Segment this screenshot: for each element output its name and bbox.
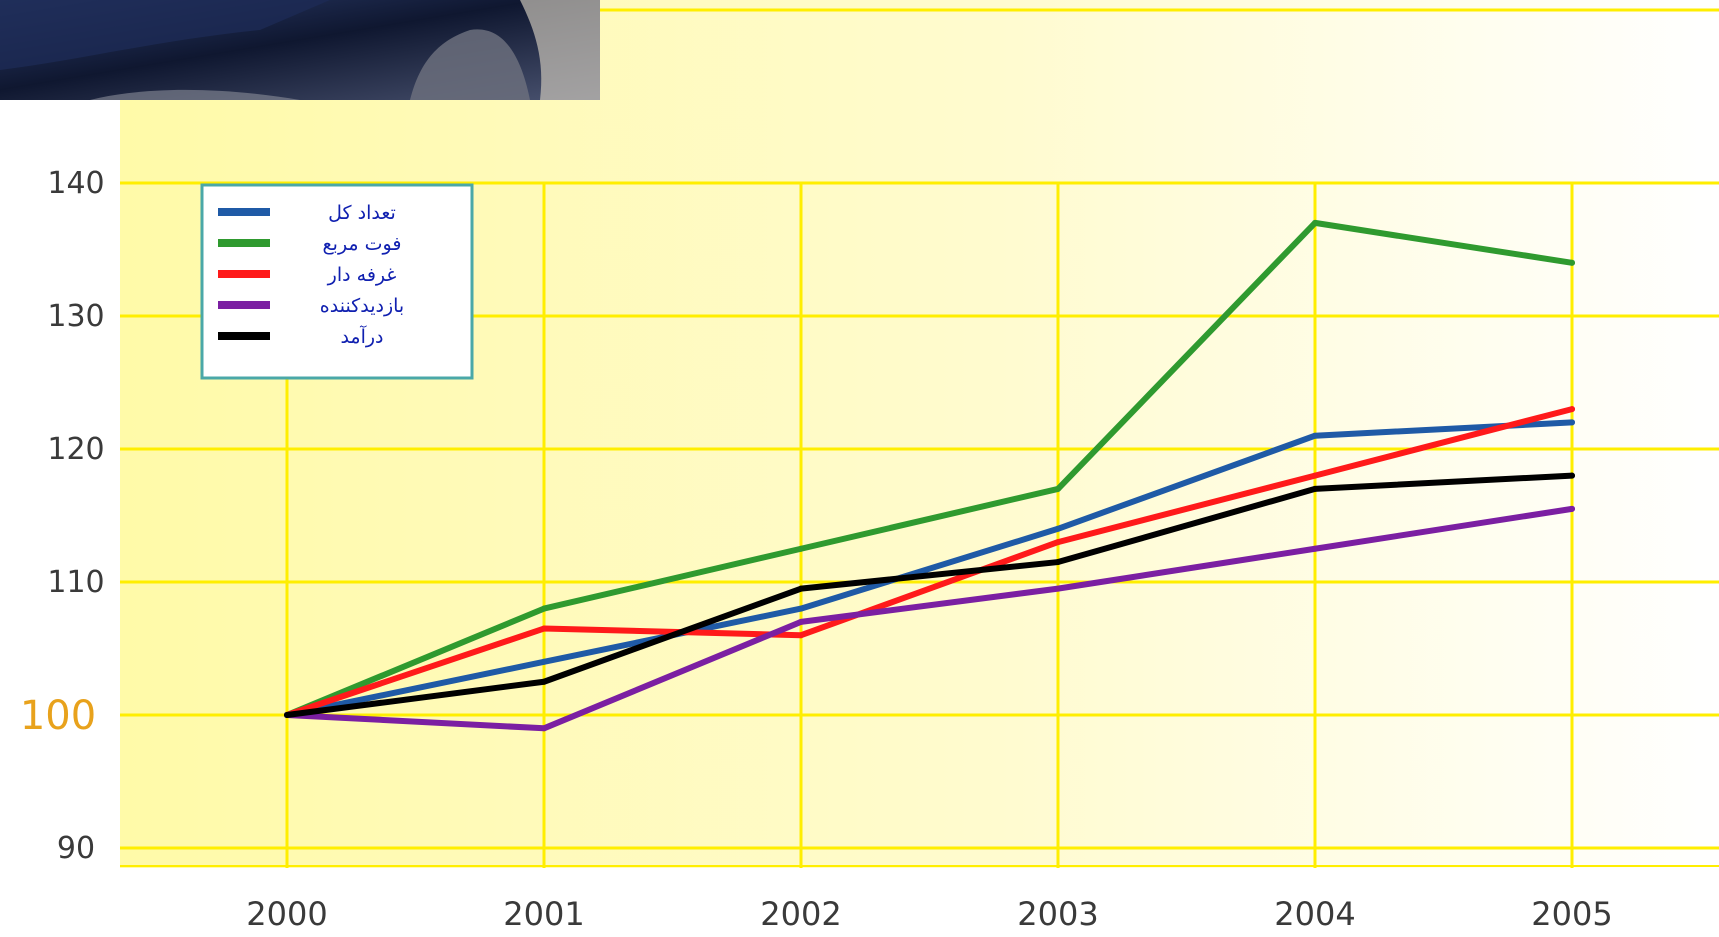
x-tick-label: 2003 bbox=[1017, 895, 1098, 933]
series-line bbox=[284, 419, 1575, 718]
data-point bbox=[798, 618, 804, 625]
plot-area bbox=[120, 0, 1719, 868]
x-tick-label: 2001 bbox=[503, 895, 584, 933]
data-point bbox=[541, 725, 547, 732]
data-point bbox=[1055, 559, 1061, 566]
y-tick-label: 140 bbox=[47, 166, 104, 201]
data-point bbox=[541, 658, 547, 665]
y-axis-ticks: 90 100 110 120 130 140 bbox=[20, 166, 105, 866]
plot-background bbox=[120, 0, 1719, 868]
data-point bbox=[798, 605, 804, 612]
x-axis-ticks: 2000 2001 2002 2003 2004 2005 bbox=[246, 895, 1612, 933]
x-tick-label: 2004 bbox=[1274, 895, 1355, 933]
x-tick-label: 2002 bbox=[760, 895, 841, 933]
data-point bbox=[1055, 485, 1061, 492]
series-line bbox=[284, 219, 1575, 718]
series-lines bbox=[284, 219, 1575, 732]
y-tick-label: 120 bbox=[47, 432, 104, 467]
legend: تعداد کل فوت مربع غرفه دار بازدیدکننده درآمد bbox=[200, 183, 474, 380]
series-5 bbox=[284, 472, 1575, 718]
series-line bbox=[284, 472, 1575, 718]
data-point bbox=[1055, 539, 1061, 546]
data-point bbox=[284, 712, 290, 718]
x-tick-label: 2000 bbox=[246, 895, 327, 933]
legend-label: غرفه دار bbox=[327, 264, 397, 286]
header-photo bbox=[0, 0, 600, 100]
legend-item: فوت مربع bbox=[218, 233, 401, 255]
y-tick-label: 110 bbox=[47, 565, 104, 600]
legend-item: غرفه دار bbox=[218, 264, 396, 286]
legend-label: درآمد bbox=[340, 324, 383, 348]
y-tick-label: 90 bbox=[57, 831, 95, 866]
legend-box bbox=[200, 183, 474, 380]
data-point bbox=[1569, 259, 1575, 266]
data-point bbox=[1569, 406, 1575, 413]
series-line bbox=[284, 406, 1575, 718]
legend-label: تعداد کل bbox=[328, 202, 396, 224]
data-point bbox=[1312, 545, 1318, 552]
data-point bbox=[798, 585, 804, 592]
legend-label: فوت مربع bbox=[323, 233, 402, 255]
series-4 bbox=[284, 505, 1575, 732]
data-point bbox=[1055, 585, 1061, 592]
x-tick-label: 2005 bbox=[1531, 895, 1612, 933]
data-point bbox=[798, 545, 804, 552]
data-point bbox=[1055, 525, 1061, 532]
data-point bbox=[1312, 432, 1318, 439]
legend-label: بازدیدکننده bbox=[320, 295, 404, 317]
y-tick-label: 100 bbox=[20, 693, 96, 739]
data-point bbox=[1569, 505, 1575, 512]
data-point bbox=[1312, 219, 1318, 226]
data-point bbox=[798, 632, 804, 639]
series-line bbox=[284, 505, 1575, 732]
data-point bbox=[1569, 419, 1575, 426]
data-point bbox=[1312, 472, 1318, 479]
data-point bbox=[541, 678, 547, 685]
data-point bbox=[1312, 485, 1318, 492]
data-point bbox=[1569, 472, 1575, 479]
series-3 bbox=[284, 406, 1575, 718]
data-point bbox=[541, 625, 547, 632]
y-tick-label: 130 bbox=[47, 299, 104, 334]
data-point bbox=[541, 605, 547, 612]
legend-item: بازدیدکننده bbox=[218, 295, 404, 317]
legend-item: تعداد کل bbox=[218, 202, 396, 224]
legend-item: درآمد bbox=[218, 324, 384, 348]
